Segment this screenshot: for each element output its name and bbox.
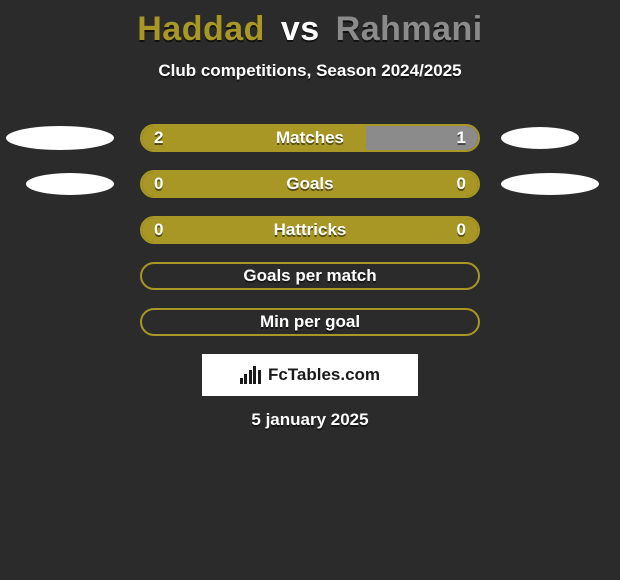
stat-row: Goals per match	[0, 262, 620, 290]
date-label: 5 january 2025	[0, 410, 620, 430]
vs-separator: vs	[281, 10, 320, 48]
fctables-logo: FcTables.com	[202, 354, 418, 396]
bar-chart-icon	[240, 366, 262, 384]
stat-row: Matches21	[0, 124, 620, 152]
avatar-placeholder-right	[501, 127, 579, 149]
subtitle: Club competitions, Season 2024/2025	[0, 61, 620, 81]
stat-row: Goals00	[0, 170, 620, 198]
stat-bar: Goals00	[140, 170, 480, 198]
bar-fill-left	[142, 218, 310, 242]
bar-fill-right	[366, 126, 478, 150]
avatar-placeholder-right	[501, 173, 599, 195]
bar-fill-right	[310, 218, 478, 242]
bar-fill-left	[142, 172, 310, 196]
avatar-placeholder-left	[6, 126, 114, 150]
avatar-placeholder-left	[26, 173, 114, 195]
logo-text: FcTables.com	[268, 365, 380, 385]
stat-label: Min per goal	[142, 312, 478, 332]
player-b-name: Rahmani	[336, 10, 483, 48]
stat-rows: Matches21 Goals00 Hattricks00 Goals per mat…	[0, 124, 620, 336]
bar-fill-right	[310, 172, 478, 196]
bar-fill-left	[142, 126, 366, 150]
comparison-title: Haddad vs Rahmani	[0, 0, 620, 49]
stat-bar: Min per goal	[140, 308, 480, 336]
stat-bar: Matches21	[140, 124, 480, 152]
stat-row: Hattricks00	[0, 216, 620, 244]
stat-label: Goals per match	[142, 266, 478, 286]
player-a-name: Haddad	[137, 10, 265, 48]
stat-bar: Goals per match	[140, 262, 480, 290]
stat-row: Min per goal	[0, 308, 620, 336]
stat-bar: Hattricks00	[140, 216, 480, 244]
